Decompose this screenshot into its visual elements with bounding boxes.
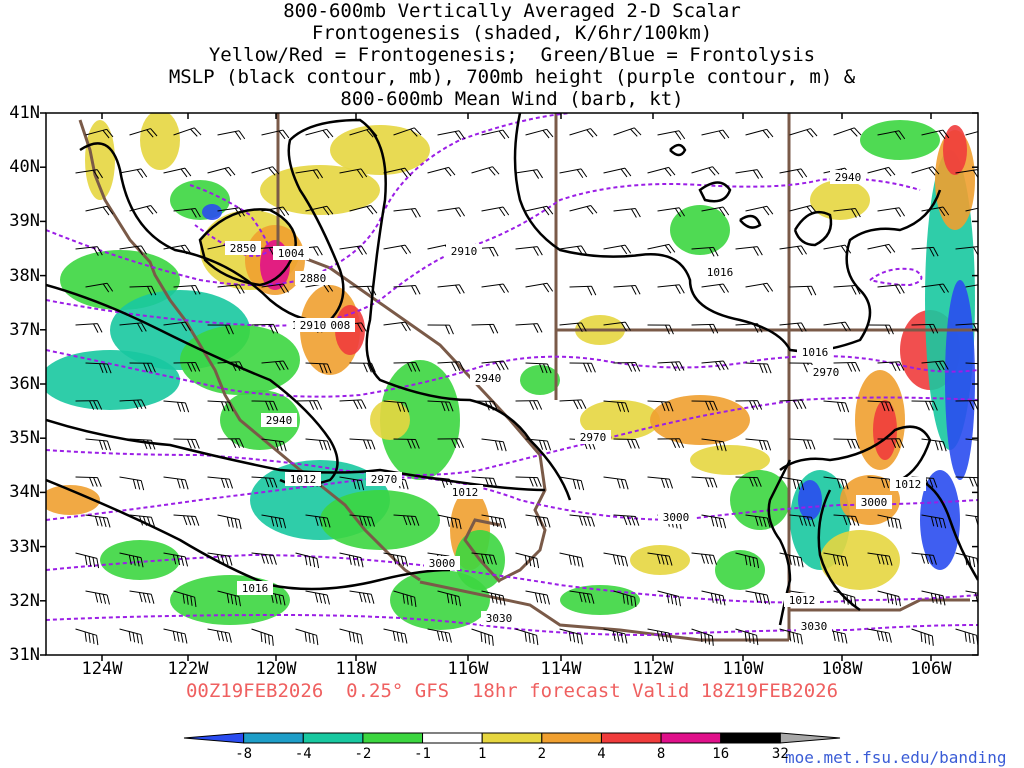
lat-label: 35N bbox=[9, 428, 40, 449]
title-line: MSLP (black contour, mb), 700mb height (… bbox=[168, 66, 856, 88]
colorbar-swatch bbox=[362, 732, 424, 744]
valid-time-label: 00Z19FEB2026 0.25° GFS 18hr forecast Val… bbox=[185, 680, 839, 702]
title-line: Yellow/Red = Frontogenesis; Green/Blue =… bbox=[208, 44, 816, 66]
lon-label: 110W bbox=[722, 659, 764, 679]
lon-label: 120W bbox=[255, 659, 297, 679]
colorbar-label: -2 bbox=[354, 746, 372, 762]
colorbar-label: 32 bbox=[771, 746, 789, 762]
lat-label: 33N bbox=[9, 536, 40, 557]
height-contours bbox=[46, 113, 978, 637]
height-contour-label: 2850 bbox=[230, 242, 257, 255]
lat-label: 41N bbox=[9, 103, 40, 123]
lon-label: 122W bbox=[167, 659, 209, 679]
colorbar-label: 2 bbox=[537, 746, 547, 762]
lat-label: 40N bbox=[9, 157, 40, 178]
colorbar-swatch bbox=[720, 732, 781, 744]
height-contour-label: 3000 bbox=[663, 511, 690, 524]
height-contour-label: 2940 bbox=[475, 372, 502, 385]
lon-label: 116W bbox=[447, 659, 489, 679]
lat-label: 38N bbox=[9, 265, 40, 286]
lon-label: 118W bbox=[335, 659, 377, 679]
credit-link[interactable]: moe.met.fsu.edu/banding bbox=[785, 748, 1007, 767]
colorbar-label: -1 bbox=[414, 746, 431, 762]
height-contour-label: 2910 bbox=[451, 245, 478, 258]
mslp-contour-label: 1012 bbox=[895, 478, 922, 491]
lon-label: 108W bbox=[821, 659, 863, 679]
lon-label: 124W bbox=[81, 659, 123, 679]
colorbar-label: 8 bbox=[656, 746, 666, 762]
height-contour-label: 3030 bbox=[801, 620, 828, 633]
lat-label: 36N bbox=[9, 374, 40, 394]
mslp-contour-label: 1016 bbox=[802, 346, 829, 359]
map-title: 800-600mb Vertically Averaged 2-D Scalar… bbox=[0, 0, 1024, 110]
colorbar-label: -4 bbox=[294, 746, 312, 762]
colorbar-swatch bbox=[779, 732, 841, 744]
mslp-contour-label: 1012 bbox=[789, 594, 816, 607]
lat-label: 31N bbox=[9, 645, 40, 665]
height-contour-label: 3030 bbox=[486, 612, 513, 625]
lon-label: 114W bbox=[540, 659, 582, 679]
height-contour-label: 2940 bbox=[266, 414, 293, 427]
title-line: 800-600mb Mean Wind (barb, kt) bbox=[340, 88, 684, 110]
height-contour-label: 2940 bbox=[835, 171, 862, 184]
colorbar-swatch bbox=[481, 732, 543, 744]
wind-barbs bbox=[75, 127, 978, 646]
title-line: Frontogenesis (shaded, K/6hr/100km) bbox=[311, 22, 713, 44]
height-contour-label: 2970 bbox=[813, 366, 840, 379]
height-contour-label: 2910 bbox=[300, 319, 327, 332]
height-contour-label: 2970 bbox=[371, 473, 398, 486]
height-contour-label: 3000 bbox=[429, 557, 456, 570]
mslp-contour-label: 1016 bbox=[707, 266, 734, 279]
lat-label: 39N bbox=[9, 211, 40, 232]
mslp-contour-label: 1004 bbox=[278, 247, 305, 260]
colorbar-label: 4 bbox=[597, 746, 606, 762]
height-contour-label: 3000 bbox=[861, 496, 888, 509]
colorbar-swatch bbox=[302, 732, 364, 744]
colorbar-label: -8 bbox=[235, 746, 253, 762]
state-borders bbox=[78, 113, 978, 642]
mslp-contour-label: 1012 bbox=[452, 486, 479, 499]
lon-label: 112W bbox=[632, 659, 674, 679]
colorbar-swatch bbox=[660, 732, 722, 744]
lat-label: 37N bbox=[9, 319, 40, 340]
colorbar-swatch bbox=[600, 732, 662, 744]
colorbar-swatch bbox=[422, 732, 483, 744]
lon-label: 106W bbox=[910, 659, 952, 679]
colorbar-swatch bbox=[183, 732, 245, 744]
colorbar-swatch bbox=[541, 732, 602, 744]
lat-label: 34N bbox=[9, 482, 40, 503]
colorbar-swatch bbox=[243, 732, 304, 744]
colorbar-label: 16 bbox=[712, 746, 730, 762]
mslp-contour-label: 1016 bbox=[242, 582, 269, 595]
colorbar bbox=[183, 732, 841, 744]
mslp-contour-label: 1012 bbox=[290, 473, 317, 486]
height-contour-label: 2880 bbox=[300, 272, 327, 285]
title-line: 800-600mb Vertically Averaged 2-D Scalar bbox=[283, 0, 741, 22]
contour-labels: 1004100810121012101210121016101610161012… bbox=[225, 170, 926, 633]
lat-label: 32N bbox=[9, 590, 40, 611]
colorbar-label: 1 bbox=[477, 746, 487, 762]
height-contour-label: 2970 bbox=[580, 431, 607, 444]
